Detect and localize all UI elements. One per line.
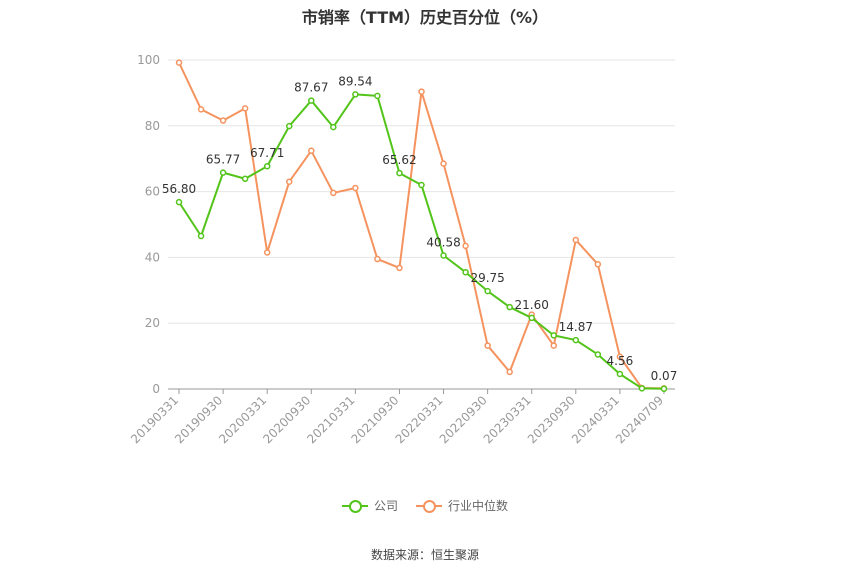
data-point	[330, 123, 337, 131]
data-label: 87.67	[294, 81, 328, 95]
series-line	[178, 62, 664, 390]
data-label: 0.07	[651, 369, 678, 383]
data-point	[418, 181, 425, 189]
y-tick-label: 100	[137, 53, 160, 67]
data-label: 29.75	[470, 271, 504, 285]
legend: 公司 行业中位数	[0, 497, 850, 514]
data-point	[638, 385, 646, 392]
data-label: 65.77	[206, 153, 240, 167]
data-point	[175, 59, 183, 66]
data-point	[197, 232, 205, 240]
data-point	[594, 351, 602, 358]
legend-label-company: 公司	[373, 499, 398, 513]
data-point	[374, 92, 381, 100]
data-point	[440, 252, 447, 259]
x-axis: 2019033120190930202003312020093020210331…	[128, 388, 675, 446]
data-point	[550, 342, 558, 349]
grid-lines	[168, 59, 675, 324]
data-label: 65.62	[382, 153, 416, 167]
data-point	[484, 287, 491, 295]
chart-title: 市销率（TTM）历史百分位（%）	[301, 8, 549, 27]
data-point	[352, 91, 359, 98]
data-point	[616, 370, 624, 378]
legend-item-industry-median[interactable]: 行业中位数	[416, 497, 508, 514]
data-point	[418, 88, 425, 95]
data-point	[285, 122, 293, 130]
data-label: 56.80	[162, 182, 196, 196]
data-label: 67.71	[250, 146, 284, 160]
data-point	[506, 303, 513, 311]
data-point	[241, 175, 249, 183]
y-tick-label: 0	[152, 382, 160, 396]
data-label: 4.56	[607, 354, 634, 368]
legend-swatch-company	[341, 499, 368, 513]
data-label: 14.87	[559, 320, 593, 334]
data-point	[263, 249, 271, 256]
legend-label-industry-median: 行业中位数	[448, 499, 509, 513]
y-axis-ticks: 0 20 40 60 80 100	[137, 53, 160, 396]
data-point	[572, 336, 580, 344]
data-point	[396, 264, 403, 272]
data-point	[263, 162, 271, 170]
data-point	[308, 147, 315, 155]
data-point	[308, 97, 315, 104]
y-tick-label: 40	[145, 250, 160, 264]
data-point	[440, 160, 447, 167]
y-tick-label: 20	[145, 316, 160, 330]
legend-item-company[interactable]: 公司	[341, 497, 398, 514]
source-note: 数据来源：恒生聚源	[370, 548, 479, 562]
data-point	[462, 242, 469, 250]
data-point	[197, 106, 205, 113]
data-point	[219, 169, 227, 176]
data-labels: 56.80 65.77 67.71 87.67 89.54 65.62 40.58 29.75…	[162, 74, 677, 382]
data-point	[285, 178, 293, 185]
data-point	[528, 314, 535, 322]
data-point	[484, 342, 491, 349]
legend-swatch-industry-median	[416, 499, 442, 513]
data-point	[396, 169, 403, 177]
data-point	[352, 184, 359, 192]
data-point	[550, 332, 558, 339]
y-tick-label: 60	[145, 185, 160, 199]
data-label: 21.60	[515, 298, 549, 312]
data-point	[462, 268, 469, 276]
data-point	[506, 368, 513, 376]
data-point	[660, 385, 668, 393]
data-point	[572, 236, 580, 244]
series-line	[178, 93, 664, 390]
data-label: 40.58	[426, 235, 460, 249]
data-point	[175, 198, 183, 206]
x-tick-label: 20240709	[613, 393, 666, 446]
data-point	[374, 255, 381, 263]
data-point	[594, 261, 602, 268]
data-point	[616, 353, 624, 361]
series-layer	[175, 59, 668, 393]
y-tick-label: 80	[145, 119, 160, 133]
line-chart: 0 20 40 60 80 100 201903312019093020200331202…	[128, 53, 677, 446]
data-label: 89.54	[338, 74, 372, 88]
data-point	[219, 117, 227, 124]
data-point	[241, 105, 249, 112]
data-point	[330, 189, 337, 197]
